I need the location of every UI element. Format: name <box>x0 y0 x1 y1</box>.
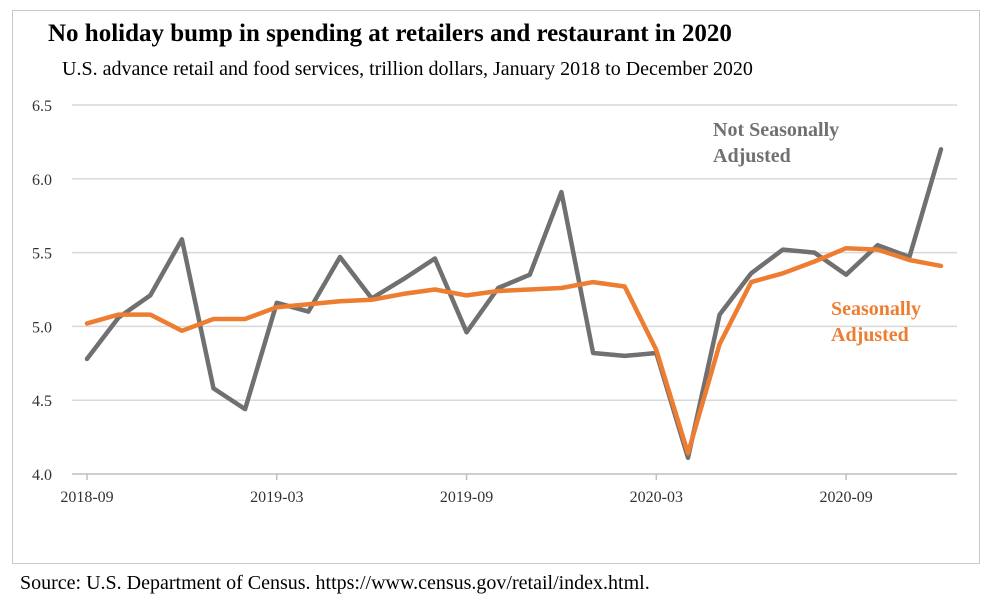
series-line-seasonally-adjusted <box>84 245 944 456</box>
series <box>84 147 944 461</box>
axes: 4.0 4.5 5.0 5.5 6.0 6.5 2018-09 2019-03 2019-09 2… <box>32 98 957 506</box>
y-tick-label: 5.5 <box>32 246 52 263</box>
source-note: Source: U.S. Department of Census. https… <box>20 572 650 594</box>
x-tick-label: 2020-09 <box>819 489 872 506</box>
x-tick-label: 2019-03 <box>250 489 303 506</box>
label-seasonally-adjusted: Seasonally Adjusted <box>831 298 921 346</box>
x-tick-label: 2018-09 <box>60 489 113 506</box>
annotations: Not Seasonally Adjusted Seasonally Adjusted <box>713 119 921 346</box>
chart-title: No holiday bump in spending at retailers… <box>48 20 732 47</box>
y-tick-label: 5.0 <box>32 319 52 336</box>
x-tick-label: 2020-03 <box>630 489 683 506</box>
x-tick-label: 2019-09 <box>440 489 493 506</box>
chart-frame <box>12 10 980 564</box>
label-not-seasonally-adjusted: Not Seasonally Adjusted <box>713 119 839 167</box>
y-tick-label: 6.0 <box>32 172 52 189</box>
y-tick-label: 4.0 <box>32 467 52 484</box>
y-tick-label: 6.5 <box>32 98 52 115</box>
chart-subtitle: U.S. advance retail and food services, t… <box>62 58 753 80</box>
y-tick-label: 4.5 <box>32 393 52 410</box>
series-line-not-seasonally-adjusted <box>84 147 944 461</box>
